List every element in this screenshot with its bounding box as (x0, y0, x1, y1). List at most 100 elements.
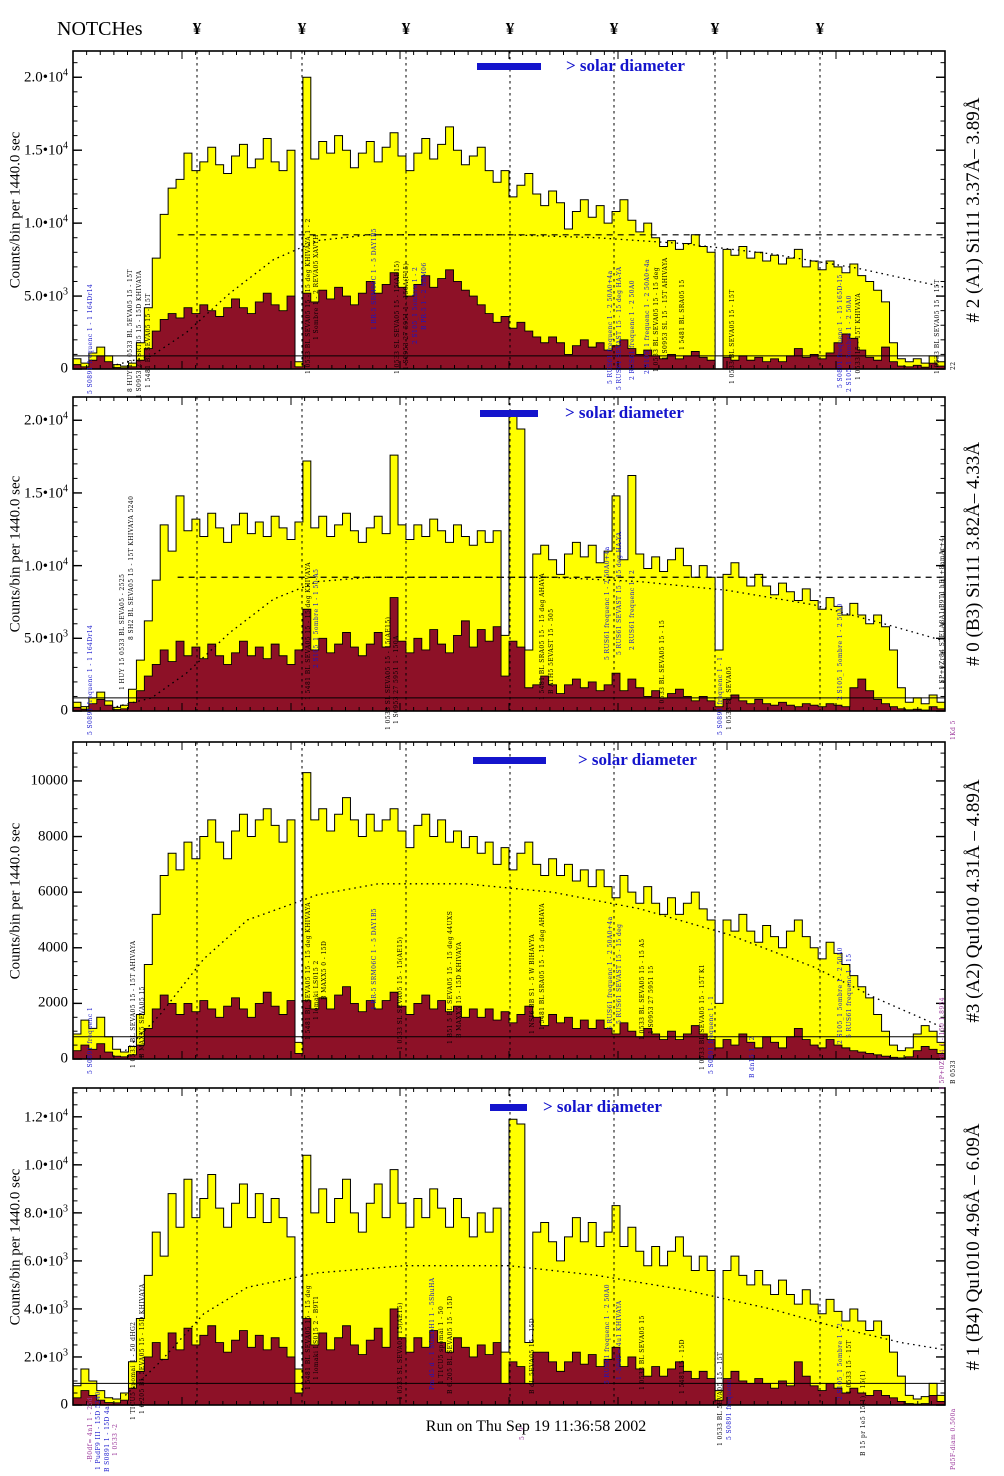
event-annotation: 1 -50dF= 4u1 KHIVAYA (616, 1300, 623, 1380)
y-tick-label: 1.5•104 (23, 483, 68, 502)
event-annotation: 1 S0953 27 5951 1 - 150A (393, 635, 400, 724)
event-annotation: 1 0533 15 - 15T KHIVAYA (855, 292, 862, 380)
event-annotation: 1 5481 BL SRA05 15 (679, 279, 686, 350)
notch-marker: ¥ (815, 19, 825, 38)
event-annotation: 5 RUS61 SEVAST 15 - 15 deg HA-YA (616, 531, 623, 655)
y-tick-label: 1.2•104 (23, 1107, 68, 1126)
event-annotation: 1 S0953 27 5951 1 - 150A(F15) (403, 262, 410, 370)
solar-diameter-label: > solar diameter (578, 750, 697, 769)
y-tick-label: 1.0•104 (23, 213, 68, 232)
y-tick-label: 5.0•103 (23, 286, 68, 305)
event-annotation: 2 S105_1 5ombre 1 - 2 (412, 266, 419, 344)
y-tick-label: 2.0•103 (23, 1347, 68, 1366)
event-annotation: 1 5481 BL SEVA05 15 - 15 deg KHIVAYA (305, 902, 312, 1040)
event-annotation: 1 0533 BL SEVA05 15 - 15 A5 (639, 938, 646, 1040)
event-annotation: Pm d5 d - 1 SGmbH1 1 - 5ShuHA (429, 1277, 436, 1390)
event-annotation: 1 6.205 BL 5EVA05 15 - 15D KHIVAYA (139, 1283, 146, 1414)
y-tick-label: 5.0•103 (23, 628, 68, 647)
event-annotation: 1 0533 BL 5EVA05 15 - 15T (717, 1351, 724, 1446)
y-tick-label: 0 (60, 1396, 69, 1413)
event-annotation: 5 RUS61 frequenc 1 - 15 (846, 953, 853, 1038)
notch-marker: ¥ (192, 19, 202, 38)
event-annotation: B PR-5 1 - 2 SRM06 (421, 262, 428, 330)
notch-marker: ¥ (401, 19, 411, 38)
event-annotation: B S0891 1 - 15D 4a (104, 1405, 111, 1472)
y-tick-label: 8000 (38, 828, 68, 845)
panel-right-label: #3 (A2) Qu1010 4.31Å – 4.89Å (963, 778, 984, 1023)
event-annotation: 1 0533 BL SEVA05 15 - 15T K1 (699, 963, 706, 1070)
event-annotation: 1 5481 BL SEVA05 15 - 15 deg KHIVAYA (305, 562, 312, 700)
event-annotation: 1 S0953 27 SRT05 15 - 15D KHIVAYA (136, 270, 143, 398)
event-annotation: 1 0533 BL SEVA05 (726, 666, 733, 730)
event-annotation: B 15 pr 1e5 15(1) - 15(1) (860, 1370, 867, 1456)
event-annotation: 2 S105_1 5ombre 1 - 2 50A0 (846, 295, 853, 392)
solar-diameter-bar (490, 1104, 527, 1111)
event-annotation: 2 S105_1 5ombre 1 - 1 50-A5 (313, 568, 320, 668)
event-annotation: 2 RUS61 frequenc 1 - 2 (629, 569, 636, 650)
y-axis-title: Counts/bin per 1440.0 sec (7, 475, 24, 633)
event-annotation: 1 5481 15 - 15D (679, 1339, 686, 1394)
y-tick-label: 2.0•104 (23, 67, 68, 86)
panel-right-label: # 1 (B4) Qu1010 4.96Å – 6.09Å (963, 1123, 984, 1370)
event-annotation: 5 RUS61 frequenc 1 - 2 50A0+4a (607, 916, 614, 1030)
run-timestamp: Run on Thu Sep 19 11:36:58 2002 (425, 1418, 647, 1435)
event-annotation: 1 lomaki LS015 2 (313, 960, 320, 1020)
event-annotation: 1 Sombre 1 - 2 REVA05 XAVYH (313, 234, 320, 340)
event-annotation: 2 S105_1 frequenc 1 - 2 50A0+4a (644, 258, 651, 374)
event-annotation: B 6.205 BL SEVA05 15 - 15D (447, 1295, 454, 1394)
event-annotation: 2 S105_1 5ombre 1 - 2 50A0 (837, 947, 844, 1044)
solar-diameter-bar (480, 410, 538, 417)
solar-diameter-label: > solar diameter (565, 403, 684, 422)
y-axis-title: Counts/bin per 1440.0 sec (7, 822, 24, 979)
notch-marker: ¥ (297, 19, 307, 38)
notch-marker: ¥ (710, 19, 720, 38)
event-annotation: 1 BR-5 SRM06C 1 - 5 DAY1B5 (371, 228, 378, 330)
y-axis-title: Counts/bin per 1440.0 sec (7, 131, 24, 289)
event-annotation: B dn15 1 - 2 (749, 1036, 756, 1078)
event-annotation: 1 0533 -2 (112, 1423, 119, 1456)
panel-right-label: # 2 (A1) Si111 3.37Å– 3.89Å (963, 97, 984, 323)
event-annotation: 5 S0891 frequenc 1 - 1 164Dr14 (87, 283, 94, 394)
event-annotation: 1 0533 BL SEVA05 15 (639, 1315, 646, 1390)
solar-diameter-bar (477, 63, 541, 70)
event-annotation: 1 SP+0Zr84 STELA8A1 B9T1 hE1+8amAr+4 (939, 537, 946, 690)
event-annotation: 1 0533 BL SEVA05 15 - 15T (934, 279, 941, 374)
y-tick-label: 1.5•104 (23, 140, 68, 159)
event-annotation: 1Kd 5 (950, 720, 957, 740)
event-annotation: 1 0533 SL SEVA05 15 - 15(AE15) (397, 936, 404, 1050)
y-tick-label: 6.0•103 (23, 1251, 68, 1270)
notch-marker: ¥ (505, 19, 515, 38)
event-annotation: 1 TICU5 spomai 1 - 50 dHG2 (130, 1321, 137, 1420)
y-tick-label: 8.0•103 (23, 1203, 68, 1222)
event-annotation: B 0533 (950, 1060, 957, 1084)
event-annotation: 5 RUS61 SEVAST 15 - 15 deg HA-YA (616, 266, 623, 390)
event-annotation: 5 RUS61 frequenc 1 - 2 50A0+4a (604, 546, 611, 660)
solar-diameter-label: > solar diameter (566, 56, 685, 75)
event-annotation: 1 B51 5 BL SEVA05 15 - 15 deg 44UXS (447, 910, 454, 1044)
event-annotation: 1 S0953 SL 15 - 15T AHIVAYA (662, 257, 669, 360)
event-annotation: 1 BR-5 SRM06C 1 - 5 DAY1B5 (371, 908, 378, 1010)
y-tick-label: 0 (60, 702, 69, 719)
event-annotation: B MAXX5 SEVA05 15 (139, 986, 146, 1058)
event-annotation: 1 0533 SL SEVA05 15(AE15) (397, 1302, 404, 1400)
notches-label: NOTCHes (57, 18, 143, 40)
y-tick-label: 1.0•104 (23, 1155, 68, 1174)
y-tick-label: 1.0•104 (23, 556, 68, 575)
event-annotation: 1 T1CU5 spomai 1 - 50 (438, 1305, 445, 1384)
event-annotation: 1 5481 BL SRA05 15 - 15 deg AHAVA (539, 573, 546, 700)
event-annotation: 1 5P+0Zr84 1 - 150 1.8954 (939, 996, 946, 1090)
event-annotation: 1 0533 SL SEVA05 15 - 15(AE15) (385, 616, 392, 730)
event-annotation: 2 S105_1 5ombre 1 - 2 50A0 (837, 603, 844, 700)
event-annotation: 5 S0891 frequenc 1 (87, 1006, 94, 1074)
event-annotation: 5 S0891 frequenc 1 - 1 (708, 995, 715, 1074)
event-annotation: B MAXX5 0 - 15D (321, 940, 328, 1000)
event-annotation: Pd5F-diam 0.500a (950, 1408, 957, 1470)
event-annotation: 1 PudF9 III - 15D 5240 (95, 1391, 102, 1470)
event-annotation: -B0df= 4n1 1 - 25d (87, 1397, 94, 1462)
event-annotation: 5 RUS61 frequenc 1 - 2 50A0 (604, 1284, 611, 1384)
event-annotation: 2 RUS61 frequenc 1 - 2 50A0 (629, 280, 636, 380)
event-annotation: 1 0533 BL SEVA05 15 - 15 deg KHIVAYA 1 -… (305, 218, 312, 374)
event-annotation: 1 S0953 27 5951 15 (648, 965, 655, 1034)
event-annotation: 5 S0891 frequenc (726, 1379, 733, 1440)
